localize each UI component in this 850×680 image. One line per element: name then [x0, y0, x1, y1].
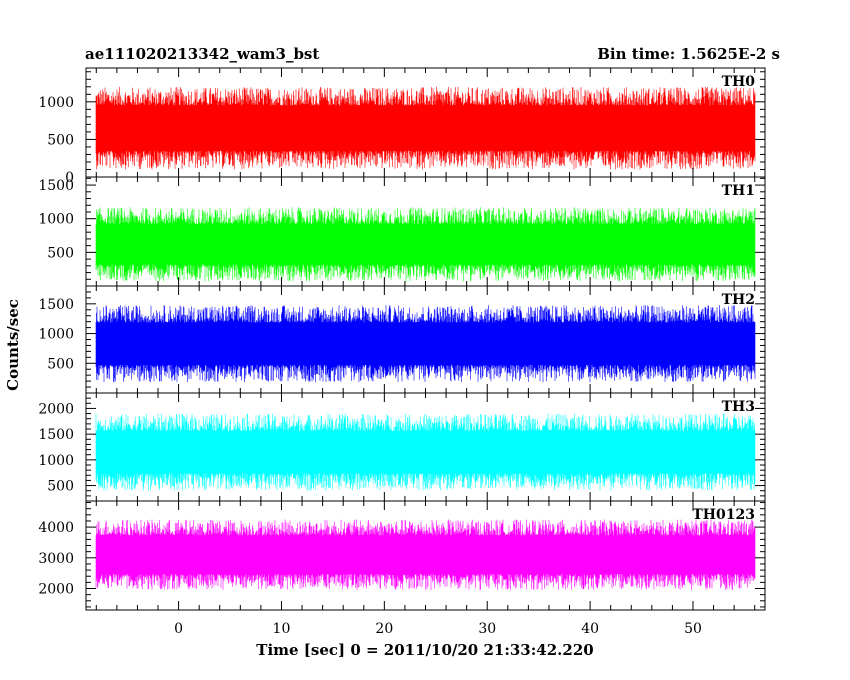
x-tick-label: 50 — [684, 621, 702, 637]
series-th3-line — [95, 413, 756, 491]
x-axis-label: Time [sec] 0 = 2011/10/20 21:33:42.220 — [256, 641, 593, 659]
y-tick-label: 1500 — [38, 178, 74, 194]
x-tick-label: 30 — [478, 621, 496, 637]
panel-th2: 500 1000 1500 TH2 — [38, 285, 766, 394]
y-tick-label: 3000 — [38, 551, 74, 567]
y-tick-label: 4000 — [38, 520, 74, 536]
panel-th1: 500 1000 1500 TH1 — [38, 176, 766, 287]
panel-label: TH2 — [722, 292, 755, 308]
x-tick-label: 20 — [375, 621, 393, 637]
y-tick-label: 1500 — [38, 297, 74, 313]
chart-title-left: ae111020213342_wam3_bst — [85, 45, 319, 63]
y-tick-label: 1000 — [38, 212, 74, 228]
series-th2-line — [95, 305, 756, 383]
y-axis-label: Counts/sec — [4, 299, 22, 391]
x-tick-label: 40 — [581, 621, 599, 637]
panel-label: TH0 — [722, 74, 756, 90]
y-tick-label: 1500 — [38, 427, 74, 443]
panel-label: TH1 — [722, 183, 755, 199]
series-th0123-line — [95, 519, 756, 590]
series-th0-line — [95, 86, 756, 170]
y-tick-label: 0 — [65, 170, 74, 186]
y-tick-label: 1000 — [38, 95, 74, 111]
panel-th0: 0 500 1000 TH0 — [38, 67, 766, 186]
y-tick-label: 2000 — [38, 401, 74, 417]
y-tick-label: 500 — [47, 132, 74, 148]
panel-th3: 500 1000 1500 2000 TH3 — [38, 392, 766, 502]
x-tick-label: 0 — [174, 621, 183, 637]
panel-label: TH3 — [722, 399, 755, 415]
panel-th0123: 2000 3000 4000 TH0123 — [38, 500, 766, 611]
y-tick-label: 2000 — [38, 582, 74, 598]
x-tick-label: 10 — [273, 621, 291, 637]
y-tick-label: 500 — [47, 356, 74, 372]
y-tick-label: 500 — [47, 479, 74, 495]
panel-label: TH0123 — [692, 507, 755, 523]
series-th1-line — [95, 207, 756, 282]
y-tick-label: 1000 — [38, 453, 74, 469]
y-tick-label: 1000 — [38, 327, 74, 343]
y-tick-label: 500 — [47, 245, 74, 261]
chart-title-right: Bin time: 1.5625E-2 s — [597, 45, 780, 63]
